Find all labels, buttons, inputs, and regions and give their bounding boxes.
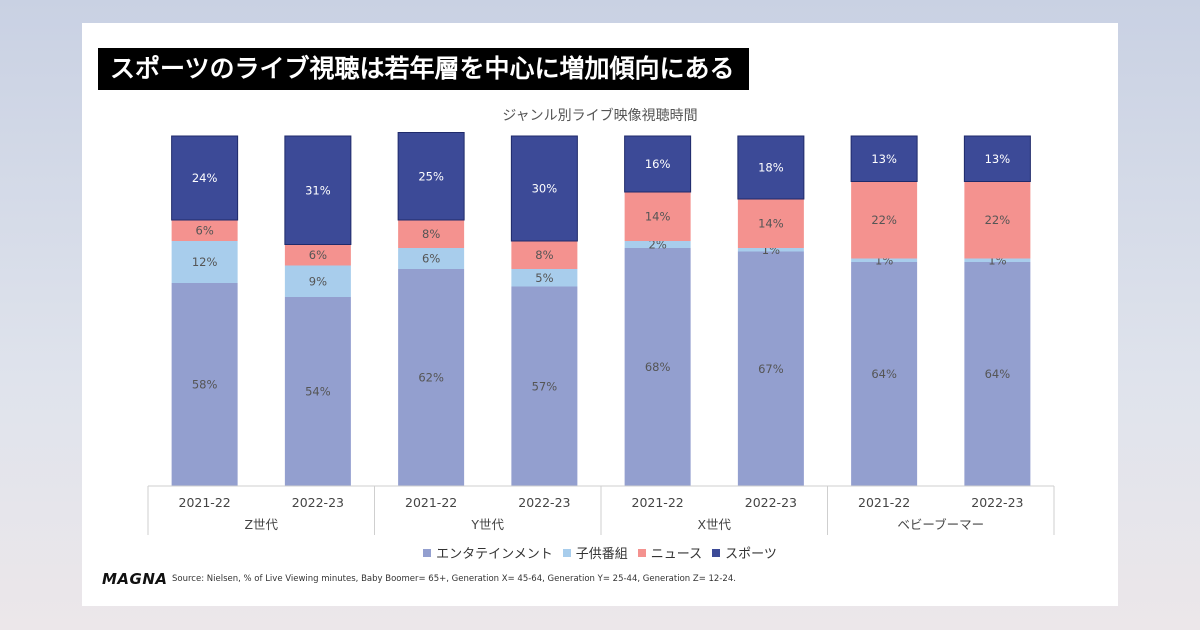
data-label: 22% xyxy=(871,213,897,227)
bar-segment-sports xyxy=(624,135,692,193)
bar-segment-kids xyxy=(511,269,578,287)
data-label: 67% xyxy=(758,362,784,376)
tick-label: 2022-23 xyxy=(745,495,797,510)
data-label: 57% xyxy=(532,379,558,393)
legend-label: スポーツ xyxy=(725,547,777,562)
data-label: 6% xyxy=(309,248,327,262)
data-label: 18% xyxy=(758,161,784,175)
bar-segment-sports xyxy=(397,132,465,221)
data-label: 25% xyxy=(418,169,444,183)
bar-segment-news xyxy=(398,220,465,248)
bar-segment-kids xyxy=(624,241,691,248)
bar-segment-sports xyxy=(284,135,352,245)
bar-segment-entertainment xyxy=(171,283,238,486)
legend-label: ニュース xyxy=(650,547,703,562)
tick-label: 2022-23 xyxy=(292,495,344,510)
bar-segment-kids xyxy=(964,258,1031,262)
bars-layer: 58% 12% 6% 24% 54% 9% 6% 31% 62% 6% 8% 25% 57% 5% 8% 30… xyxy=(171,132,1031,486)
bar-segment-news xyxy=(964,181,1031,259)
bar-segment-entertainment xyxy=(851,262,918,486)
legend-item-kids: 子供番組 xyxy=(562,543,628,562)
legend: エンタテインメント 子供番組 ニュース スポーツ xyxy=(82,543,1118,562)
chart-title: ジャンル別ライブ映像視聴時間 xyxy=(502,108,698,124)
bar-segment-sports xyxy=(171,135,239,221)
bar-segment-news xyxy=(171,220,238,241)
stacked-bar-chart: 58% 12% 6% 24% 54% 9% 6% 31% 62% 6% 8% 25% 57% 5% 8% 30… xyxy=(147,132,1055,535)
legend-swatch xyxy=(423,549,432,557)
tick-label: 2021-22 xyxy=(179,495,231,510)
legend-swatch xyxy=(562,549,571,557)
bar-segment-kids xyxy=(171,241,238,283)
legend-swatch xyxy=(637,549,646,557)
legend-swatch xyxy=(712,549,721,557)
data-label: 22% xyxy=(985,213,1011,227)
legend-item-entertainment: エンタテインメント xyxy=(423,543,553,562)
data-label: 30% xyxy=(532,182,558,196)
data-label: 8% xyxy=(422,227,440,241)
group-label: Z世代 xyxy=(244,517,278,532)
bar-segment-sports xyxy=(737,135,805,200)
group-label: ベビーブーマー xyxy=(897,517,984,532)
bar-segment-entertainment xyxy=(624,248,691,486)
tick-label: 2021-22 xyxy=(858,495,910,510)
legend-item-news: ニュース xyxy=(637,543,703,562)
data-label: 54% xyxy=(305,385,331,399)
tick-label: 2022-23 xyxy=(971,495,1023,510)
category-axis: 2021-22 2022-23 2021-22 2022-23 2021-22 2022-… xyxy=(147,485,1055,535)
bar-segment-kids xyxy=(737,248,804,252)
legend-label: エンタテインメント xyxy=(436,547,553,562)
bar-segment-sports xyxy=(850,135,918,182)
data-label: 6% xyxy=(422,252,440,266)
data-label: 13% xyxy=(871,152,897,166)
legend-label: 子供番組 xyxy=(575,547,628,562)
bar-segment-entertainment xyxy=(511,286,578,486)
bar-segment-kids xyxy=(398,248,465,269)
data-label: 9% xyxy=(309,274,327,288)
data-label: 64% xyxy=(871,367,897,381)
data-label: 12% xyxy=(192,255,218,269)
data-label: 16% xyxy=(645,157,671,171)
bar-segment-news xyxy=(284,244,351,266)
group-label: Y世代 xyxy=(470,517,504,532)
bar-segment-sports xyxy=(510,135,578,242)
data-label: 5% xyxy=(535,271,553,285)
data-label: 31% xyxy=(305,183,331,197)
data-label: 62% xyxy=(418,371,444,385)
data-label: 6% xyxy=(196,224,214,238)
data-label: 64% xyxy=(985,367,1011,381)
headline: スポーツのライブ視聴は若年層を中心に増加傾向にある xyxy=(98,48,749,90)
bar-segment-entertainment xyxy=(964,262,1031,486)
data-label: 24% xyxy=(192,171,218,185)
bar-segment-entertainment xyxy=(398,269,465,486)
data-label: 14% xyxy=(758,217,784,231)
bar-segment-kids xyxy=(851,258,918,262)
tick-label: 2021-22 xyxy=(632,495,684,510)
bar-segment-kids xyxy=(284,265,351,297)
data-label: 13% xyxy=(985,152,1011,166)
bar-segment-news xyxy=(624,192,691,241)
legend-item-sports: スポーツ xyxy=(712,543,777,562)
data-label: 8% xyxy=(535,248,553,262)
bar-segment-news xyxy=(737,199,804,248)
data-label: 58% xyxy=(192,378,218,392)
bar-segment-sports xyxy=(963,135,1031,182)
bar-segment-entertainment xyxy=(284,297,351,486)
bar-segment-news xyxy=(851,181,918,259)
tick-label: 2021-22 xyxy=(405,495,457,510)
source-note: Source: Nielsen, % of Live Viewing minut… xyxy=(172,574,736,584)
magna-logo: MAGNA xyxy=(102,570,168,588)
tick-label: 2022-23 xyxy=(518,495,570,510)
bar-segment-entertainment xyxy=(737,251,804,486)
chart-card: スポーツのライブ視聴は若年層を中心に増加傾向にある ジャンル別ライブ映像視聴時間… xyxy=(82,23,1118,606)
data-label: 14% xyxy=(645,210,671,224)
data-label: 68% xyxy=(645,360,671,374)
group-label: X世代 xyxy=(697,517,731,532)
bar-segment-news xyxy=(511,241,578,269)
